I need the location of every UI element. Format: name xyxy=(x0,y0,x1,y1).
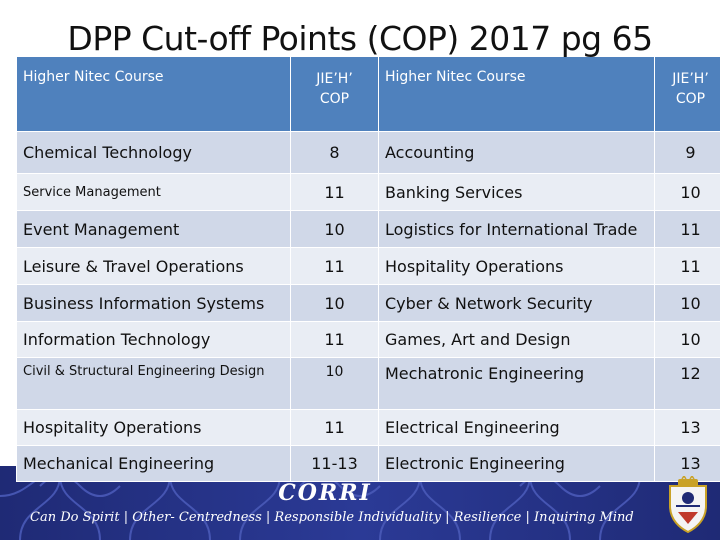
course-name: Chemical Technology xyxy=(16,131,291,174)
cop-value: 10 xyxy=(654,321,720,358)
header-cop-left-line2: COP xyxy=(319,91,350,107)
course-name: Mechanical Engineering xyxy=(16,445,291,482)
table-row: Leisure & Travel Operations 11 Hospitali… xyxy=(16,247,720,285)
course-name: Accounting xyxy=(378,131,655,174)
course-name: Cyber & Network Security xyxy=(378,284,655,322)
header-cop-left-line1: JIE’H’ xyxy=(316,71,353,87)
cop-value: 10 xyxy=(290,210,379,248)
cop-value: 10 xyxy=(654,284,720,322)
course-name: Hospitality Operations xyxy=(16,409,291,446)
course-name: Banking Services xyxy=(378,173,655,211)
header-course-right: Higher Nitec Course xyxy=(378,56,655,132)
table-row: Service Management 11 Banking Services 1… xyxy=(16,173,720,211)
school-crest-icon xyxy=(669,476,707,534)
cop-value: 11 xyxy=(654,210,720,248)
course-name: Hospitality Operations xyxy=(378,247,655,285)
cop-value: 8 xyxy=(290,131,379,174)
table-header-row: Higher Nitec Course JIE’H’ COP Higher Ni… xyxy=(16,56,720,132)
cop-value: 11-13 xyxy=(290,445,379,482)
banner-title: CORRI xyxy=(278,480,372,506)
cop-value: 11 xyxy=(290,173,379,211)
table-row: Information Technology 11 Games, Art and… xyxy=(16,321,720,358)
cop-value: 10 xyxy=(290,357,379,410)
header-cop-right-line2: COP xyxy=(675,91,706,107)
cop-value: 10 xyxy=(654,173,720,211)
cop-value: 12 xyxy=(654,357,720,410)
table-row: Event Management 10 Logistics for Intern… xyxy=(16,210,720,248)
course-name: Electrical Engineering xyxy=(378,409,655,446)
course-name: Electronic Engineering xyxy=(378,445,655,482)
table-row: Civil & Structural Engineering Design 10… xyxy=(16,357,720,410)
course-name: Games, Art and Design xyxy=(378,321,655,358)
header-cop-right-line1: JIE’H’ xyxy=(672,71,709,87)
cop-value: 11 xyxy=(290,247,379,285)
cop-value: 11 xyxy=(290,409,379,446)
table-row: Hospitality Operations 11 Electrical Eng… xyxy=(16,409,720,446)
cop-value: 13 xyxy=(654,445,720,482)
course-name: Event Management xyxy=(16,210,291,248)
course-name: Information Technology xyxy=(16,321,291,358)
page-title: DPP Cut-off Points (COP) 2017 pg 65 xyxy=(67,19,653,58)
cop-value: 11 xyxy=(654,247,720,285)
course-name: Mechatronic Engineering xyxy=(378,357,655,410)
course-name: Logistics for International Trade xyxy=(378,210,655,248)
banner-motto: Can Do Spirit | Other- Centredness | Res… xyxy=(30,510,634,525)
cop-value: 10 xyxy=(290,284,379,322)
table-row: Business Information Systems 10 Cyber & … xyxy=(16,284,720,322)
header-cop-right: JIE’H’ COP xyxy=(654,56,720,132)
table-row: Mechanical Engineering 11-13 Electronic … xyxy=(16,445,720,482)
course-name: Business Information Systems xyxy=(16,284,291,322)
cop-table: Higher Nitec Course JIE’H’ COP Higher Ni… xyxy=(16,56,720,482)
cop-value: 9 xyxy=(654,131,720,174)
cop-value: 13 xyxy=(654,409,720,446)
header-cop-left: JIE’H’ COP xyxy=(290,56,379,132)
course-name: Civil & Structural Engineering Design xyxy=(16,357,291,410)
course-name: Leisure & Travel Operations xyxy=(16,247,291,285)
course-name: Service Management xyxy=(16,173,291,211)
table-row: Chemical Technology 8 Accounting 9 xyxy=(16,131,720,174)
header-course-left: Higher Nitec Course xyxy=(16,56,291,132)
cop-value: 11 xyxy=(290,321,379,358)
